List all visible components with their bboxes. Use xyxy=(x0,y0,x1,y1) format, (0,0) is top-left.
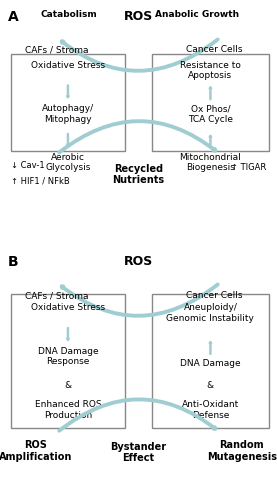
Text: ROS: ROS xyxy=(124,255,153,268)
Text: Aerobic
Glycolysis: Aerobic Glycolysis xyxy=(45,153,91,172)
Text: DNA Damage
Response: DNA Damage Response xyxy=(38,347,98,366)
Text: ↑ TIGAR: ↑ TIGAR xyxy=(231,162,266,172)
Text: Cancer Cells: Cancer Cells xyxy=(186,45,243,54)
Text: Anabolic Growth: Anabolic Growth xyxy=(155,10,239,19)
Text: ↑ HIF1 / NFkB: ↑ HIF1 / NFkB xyxy=(11,176,70,185)
Text: A: A xyxy=(8,10,19,24)
FancyBboxPatch shape xyxy=(152,294,269,428)
Text: Mitochondrial
Biogenesis: Mitochondrial Biogenesis xyxy=(179,153,241,172)
Text: Catabolism: Catabolism xyxy=(41,10,98,19)
Text: Resistance to
Apoptosis: Resistance to Apoptosis xyxy=(180,61,241,80)
Text: Cancer Cells: Cancer Cells xyxy=(186,291,243,300)
Text: Autophagy/
Mitophagy: Autophagy/ Mitophagy xyxy=(42,104,94,124)
Text: Anti-Oxidant
Defense: Anti-Oxidant Defense xyxy=(182,400,239,420)
Text: B: B xyxy=(8,255,19,269)
Text: Bystander
Effect: Bystander Effect xyxy=(111,442,166,463)
Text: Oxidative Stress: Oxidative Stress xyxy=(31,304,105,312)
Text: Oxidative Stress: Oxidative Stress xyxy=(31,61,105,70)
Text: CAFs / Stroma: CAFs / Stroma xyxy=(25,45,89,54)
FancyBboxPatch shape xyxy=(152,54,269,150)
FancyBboxPatch shape xyxy=(11,54,125,150)
Text: Aneuploidy/
Genomic Instability: Aneuploidy/ Genomic Instability xyxy=(166,304,254,323)
Text: Enhanced ROS
Production: Enhanced ROS Production xyxy=(35,400,101,420)
Text: ROS: ROS xyxy=(124,10,153,23)
Text: ROS
Amplification: ROS Amplification xyxy=(0,440,72,462)
Text: CAFs / Stroma: CAFs / Stroma xyxy=(25,291,89,300)
Text: &: & xyxy=(207,381,214,390)
Text: ↓ Cav-1: ↓ Cav-1 xyxy=(11,162,45,170)
Text: DNA Damage: DNA Damage xyxy=(180,359,241,368)
Text: Ox Phos/
TCA Cycle: Ox Phos/ TCA Cycle xyxy=(188,104,233,124)
Text: Recycled
Nutrients: Recycled Nutrients xyxy=(112,164,165,186)
Text: Random
Mutagenesis: Random Mutagenesis xyxy=(207,440,277,462)
Text: &: & xyxy=(64,381,71,390)
FancyBboxPatch shape xyxy=(11,294,125,428)
